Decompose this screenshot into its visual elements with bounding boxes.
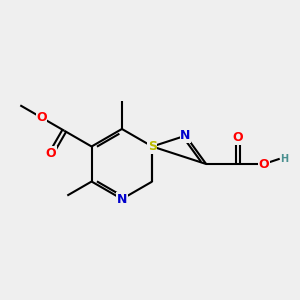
Text: S: S	[148, 140, 157, 153]
Text: N: N	[117, 193, 127, 206]
Text: N: N	[180, 129, 191, 142]
Text: O: O	[46, 147, 56, 160]
Text: O: O	[232, 131, 243, 144]
Text: O: O	[36, 111, 47, 124]
Text: O: O	[259, 158, 269, 170]
Text: H: H	[280, 154, 289, 164]
